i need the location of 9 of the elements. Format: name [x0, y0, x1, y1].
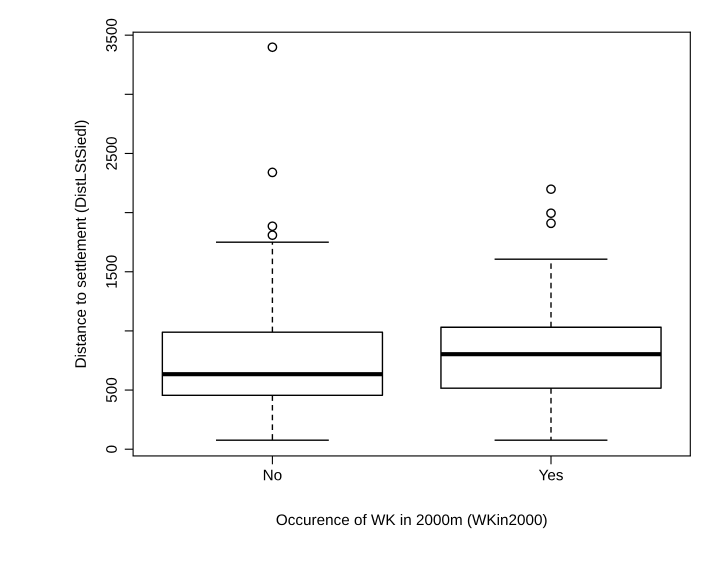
y-tick-label: 0	[106, 446, 117, 453]
y-tick-label: 2500	[106, 137, 117, 170]
y-tick-label: 1500	[106, 255, 117, 288]
x-tick-label: No	[264, 470, 282, 480]
x-axis-title: Occurence of WK in 2000m (WKin2000)	[276, 514, 547, 528]
x-tick-label: Yes	[538, 470, 563, 480]
y-tick-label: 500	[106, 378, 117, 402]
y-axis-title: Distance to settlement (DistLStSiedl)	[74, 120, 89, 368]
y-tick-label: 3500	[106, 18, 117, 52]
